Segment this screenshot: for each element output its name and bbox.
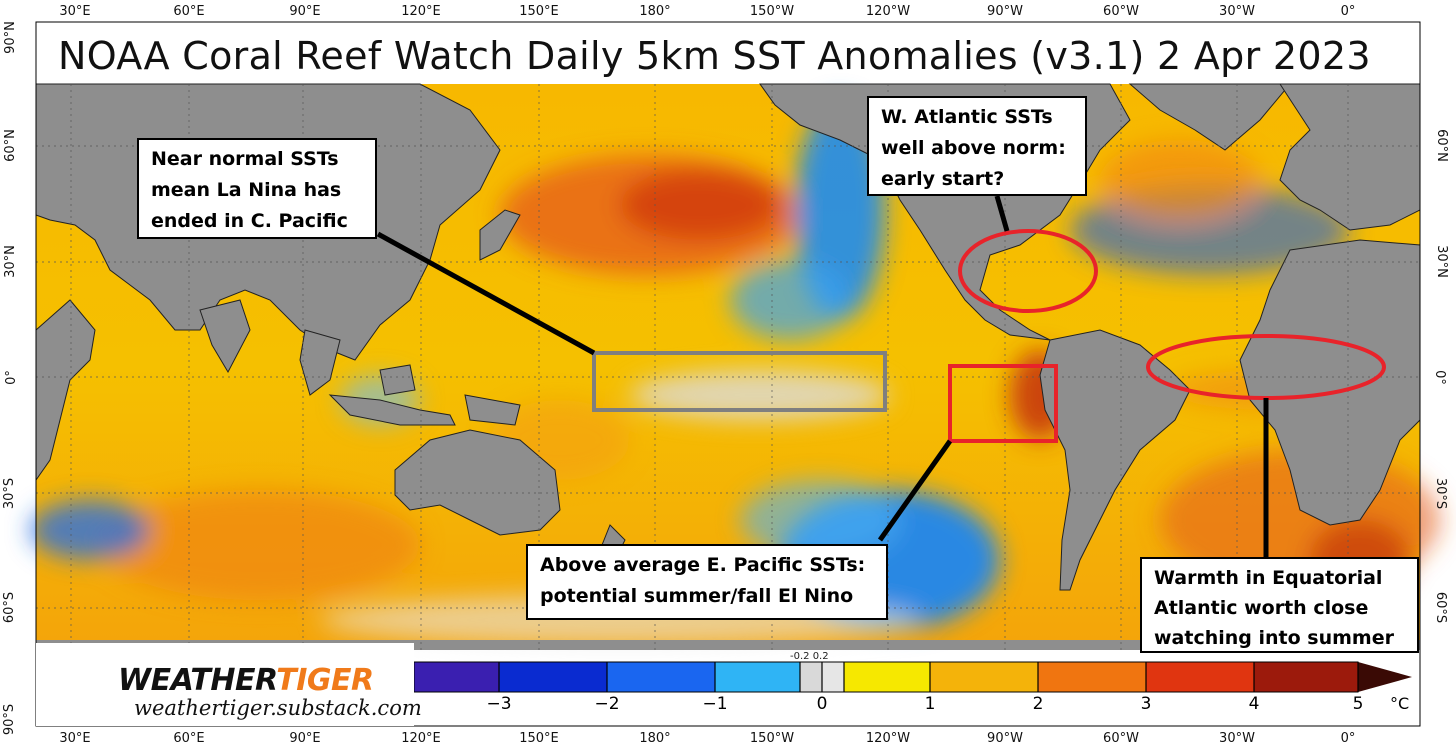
colorbar-label: −1	[702, 694, 728, 714]
colorbar-label: 5	[1352, 694, 1364, 714]
lat-tick-right: 0°	[1431, 370, 1447, 385]
colorbar-label: 3	[1140, 694, 1152, 714]
lon-tick-top: 60°E	[173, 4, 205, 19]
lon-tick-top: 90°E	[289, 4, 321, 19]
colorbar-label: 0	[816, 694, 828, 714]
callout-equatorial-atlantic: Warmth in Equatorial Atlantic worth clos…	[1140, 557, 1419, 653]
logo-word-part1: WEATHER	[118, 663, 277, 698]
map-frame	[35, 21, 1421, 727]
lat-tick-left: 60°S	[2, 591, 18, 624]
lat-tick-right: 30°S	[1433, 477, 1449, 510]
leader-central-pacific	[376, 231, 596, 356]
colorbar-label: 4	[1248, 694, 1260, 714]
lat-tick-left: 30°S	[2, 477, 18, 510]
lon-tick-top: 30°E	[59, 4, 91, 19]
weathertiger-logo: WEATHERTIGER weathertiger.substack.com	[36, 643, 422, 726]
lat-tick-left: 60°N	[2, 129, 18, 162]
lon-tick-top: 90°W	[987, 4, 1023, 19]
colorbar-label: 2	[1032, 694, 1044, 714]
callout-central-pacific: Near normal SSTs mean La Nina has ended …	[137, 138, 377, 239]
colorbar-unit: °C	[1390, 694, 1410, 713]
lon-tick-top: 150°E	[519, 4, 559, 19]
japan-islands	[479, 209, 521, 261]
lon-tick-bottom: 90°W	[987, 731, 1023, 746]
borneo-island	[379, 364, 416, 396]
lon-tick-top: 150°W	[749, 4, 795, 19]
lat-tick-left: 90°S	[2, 703, 18, 736]
colorbar	[413, 661, 1412, 693]
new-guinea-island	[464, 394, 521, 426]
colorbar-small-labels: -0.2 0.2	[790, 651, 829, 662]
lat-tick-right: 60°S	[1433, 591, 1449, 624]
lon-tick-bottom: 0°	[1340, 731, 1356, 746]
west-atlantic-ellipse	[958, 229, 1098, 313]
colorbar-label: 1	[924, 694, 936, 714]
lat-tick-right: 30°N	[1433, 245, 1449, 278]
lat-tick-left: 0°	[3, 370, 19, 385]
lon-tick-top: 120°W	[865, 4, 911, 19]
leader-west-atlantic	[994, 195, 1010, 232]
east-pacific-box	[948, 364, 1058, 443]
lat-tick-left: 90°N	[2, 21, 18, 54]
leader-east-pacific	[877, 439, 953, 542]
lon-tick-bottom: 30°E	[59, 731, 91, 746]
map-title: NOAA Coral Reef Watch Daily 5km SST Anom…	[58, 34, 1371, 78]
lon-tick-bottom: 120°E	[401, 731, 441, 746]
lon-tick-bottom: 150°W	[749, 731, 795, 746]
lat-lon-grid	[36, 84, 1420, 650]
callout-west-atlantic: W. Atlantic SSTs well above norm: early …	[867, 96, 1087, 196]
antarctica-strip	[36, 640, 1420, 650]
logo-url: weathertiger.substack.com	[134, 696, 422, 720]
central-pacific-box	[592, 351, 887, 412]
lon-tick-bottom: 150°E	[519, 731, 559, 746]
indonesia-islands	[328, 394, 456, 426]
lon-tick-bottom: 60°W	[1103, 731, 1139, 746]
lon-tick-top: 60°W	[1103, 4, 1139, 19]
india-landmass	[199, 299, 251, 374]
lon-tick-bottom: 30°W	[1219, 731, 1255, 746]
lon-tick-bottom: 120°W	[865, 731, 911, 746]
lat-tick-right: 60°N	[1433, 129, 1449, 162]
east-africa-landmass	[35, 299, 96, 482]
lon-tick-bottom: 60°E	[173, 731, 205, 746]
lon-tick-top: 180°	[639, 4, 671, 19]
lon-tick-top: 30°W	[1219, 4, 1255, 19]
lon-tick-top: 0°	[1340, 4, 1356, 19]
southeast-asia-landmass	[299, 329, 341, 396]
colorbar-label: −3	[486, 694, 512, 714]
lon-tick-bottom: 180°	[639, 731, 671, 746]
lon-tick-bottom: 90°E	[289, 731, 321, 746]
callout-east-pacific: Above average E. Pacific SSTs: potential…	[526, 544, 888, 620]
australia-landmass	[394, 429, 561, 536]
lon-tick-top: 120°E	[401, 4, 441, 19]
south-america-landmass	[1039, 329, 1191, 591]
lat-tick-left: 30°N	[2, 245, 18, 278]
colorbar-label: −2	[594, 694, 620, 714]
logo-word-part2: TIGER	[276, 663, 374, 698]
logo-wordmark: WEATHERTIGER	[118, 663, 374, 698]
